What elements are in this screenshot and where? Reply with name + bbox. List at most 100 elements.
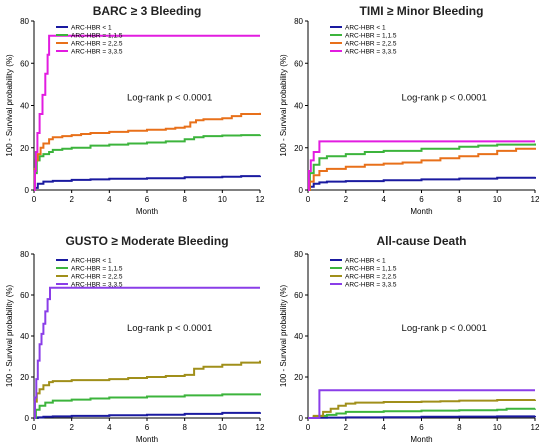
- chart-title: BARC ≥ 3 Bleeding: [93, 4, 202, 18]
- series-line-2: [34, 393, 261, 419]
- y-tick-label: 20: [20, 144, 29, 153]
- x-tick-label: 8: [182, 195, 187, 204]
- x-tick-label: 10: [218, 423, 227, 432]
- legend-label: ARC-HBR = 1,1.5: [71, 33, 123, 40]
- x-axis-label: Month: [410, 435, 432, 444]
- x-tick-label: 10: [218, 195, 227, 204]
- y-tick-label: 0: [25, 414, 30, 423]
- y-tick-label: 20: [294, 144, 303, 153]
- x-tick-label: 0: [32, 423, 37, 432]
- chart-panel-3: GUSTO ≥ Moderate Bleeding 0 2 4 6 8 10 12 0 20 40 6…: [5, 234, 265, 444]
- x-axis-label: Month: [136, 207, 158, 216]
- y-axis-label: 100 - Survival probability (%): [5, 54, 14, 157]
- y-axis-label: 100 - Survival probability (%): [279, 285, 288, 388]
- y-tick-label: 0: [299, 186, 304, 195]
- series-line-4: [308, 389, 535, 419]
- series-line-3: [308, 147, 536, 191]
- y-tick-label: 60: [20, 59, 29, 68]
- x-tick-label: 8: [457, 195, 462, 204]
- y-tick-label: 60: [294, 291, 303, 300]
- x-tick-label: 10: [493, 195, 502, 204]
- x-tick-label: 6: [419, 195, 424, 204]
- legend-label: ARC-HBR < 1: [71, 25, 112, 32]
- series-line-1: [34, 411, 261, 419]
- x-tick-label: 4: [107, 423, 112, 432]
- x-tick-label: 2: [69, 423, 74, 432]
- x-tick-label: 8: [182, 423, 187, 432]
- x-tick-label: 12: [531, 195, 540, 204]
- log-rank-annotation: Log-rank p < 0.0001: [402, 92, 487, 103]
- y-tick-label: 40: [294, 332, 303, 341]
- chart-panel-1: BARC ≥ 3 Bleeding 0 2 4 6 8 10 12 0 20 40 60 80 Month…: [5, 4, 265, 216]
- legend-label: ARC-HBR = 1,1.5: [71, 266, 123, 273]
- legend-label: ARC-HBR = 2,2.5: [71, 274, 123, 281]
- x-tick-label: 2: [69, 195, 74, 204]
- series-line-2: [308, 143, 536, 191]
- series-line-2: [33, 134, 261, 191]
- y-tick-label: 60: [20, 291, 29, 300]
- x-tick-label: 4: [107, 195, 112, 204]
- series-line-3: [33, 112, 261, 191]
- series-line-1: [308, 415, 536, 419]
- series-line-4: [33, 286, 260, 419]
- y-tick-label: 0: [25, 186, 30, 195]
- x-tick-label: 4: [381, 423, 386, 432]
- x-tick-label: 12: [256, 423, 265, 432]
- y-tick-label: 40: [20, 102, 29, 111]
- legend-label: ARC-HBR = 1,1.5: [345, 266, 397, 273]
- y-axis-label: 100 - Survival probability (%): [5, 285, 14, 388]
- x-tick-label: 12: [531, 423, 540, 432]
- x-tick-label: 8: [457, 423, 462, 432]
- x-axis-label: Month: [410, 207, 432, 216]
- x-tick-label: 6: [145, 423, 150, 432]
- x-tick-label: 6: [145, 195, 150, 204]
- y-tick-label: 80: [294, 250, 303, 259]
- y-tick-label: 60: [294, 59, 303, 68]
- x-tick-label: 2: [344, 195, 349, 204]
- legend-label: ARC-HBR < 1: [71, 258, 112, 265]
- x-tick-label: 6: [419, 423, 424, 432]
- legend-label: ARC-HBR = 3,3.5: [71, 282, 123, 289]
- y-tick-label: 80: [20, 17, 29, 26]
- y-tick-label: 80: [294, 17, 303, 26]
- y-tick-label: 40: [20, 332, 29, 341]
- log-rank-annotation: Log-rank p < 0.0001: [127, 323, 212, 334]
- legend-label: ARC-HBR = 2,2.5: [345, 274, 397, 281]
- x-tick-label: 10: [493, 423, 502, 432]
- y-tick-label: 20: [294, 373, 303, 382]
- x-tick-label: 12: [256, 195, 265, 204]
- x-tick-label: 2: [344, 423, 349, 432]
- legend-label: ARC-HBR = 3,3.5: [345, 282, 397, 289]
- x-tick-label: 0: [32, 195, 37, 204]
- y-tick-label: 20: [20, 373, 29, 382]
- y-tick-label: 40: [294, 102, 303, 111]
- legend-label: ARC-HBR = 3,3.5: [345, 49, 397, 56]
- legend-label: ARC-HBR < 1: [345, 258, 386, 265]
- legend-label: ARC-HBR = 2,2.5: [345, 41, 397, 48]
- chart-title: All-cause Death: [376, 234, 466, 248]
- y-tick-label: 0: [299, 414, 304, 423]
- series-line-1: [308, 176, 536, 191]
- x-tick-label: 0: [306, 195, 311, 204]
- chart-panel-2: TIMI ≥ Minor Bleeding 0 2 4 6 8 10 12 0 20 40 60 80 M…: [279, 4, 540, 216]
- chart-title: TIMI ≥ Minor Bleeding: [360, 4, 484, 18]
- series-line-4: [307, 140, 535, 191]
- y-axis-label: 100 - Survival probability (%): [279, 54, 288, 157]
- legend-label: ARC-HBR = 2,2.5: [71, 41, 123, 48]
- legend-label: ARC-HBR = 1,1.5: [345, 33, 397, 40]
- series-line-3: [308, 399, 536, 419]
- x-tick-label: 4: [381, 195, 386, 204]
- y-tick-label: 80: [20, 250, 29, 259]
- series-line-1: [33, 175, 261, 191]
- x-tick-label: 0: [306, 423, 311, 432]
- chart-title: GUSTO ≥ Moderate Bleeding: [65, 234, 228, 248]
- x-axis-label: Month: [136, 435, 158, 444]
- log-rank-annotation: Log-rank p < 0.0001: [402, 323, 487, 334]
- legend-label: ARC-HBR < 1: [345, 25, 386, 32]
- series-line-3: [33, 360, 261, 419]
- chart-panel-4: All-cause Death 0 2 4 6 8 10 12 0 20 40 60 80 Month 10…: [279, 234, 540, 444]
- log-rank-annotation: Log-rank p < 0.0001: [127, 92, 212, 103]
- series-line-4: [33, 34, 260, 191]
- legend-label: ARC-HBR = 3,3.5: [71, 49, 123, 56]
